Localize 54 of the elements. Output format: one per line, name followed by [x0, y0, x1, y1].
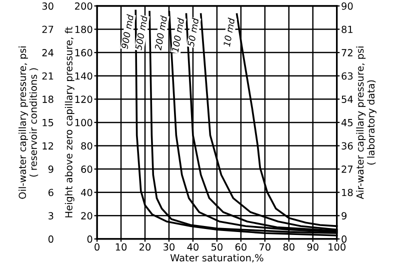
- y-tick-label: 40: [80, 188, 92, 196]
- x-axis-title: Water saturation,%: [170, 254, 264, 262]
- y2-tick-label: 30: [42, 2, 54, 10]
- y3-tick-label: 63: [342, 72, 353, 80]
- x-tick-label: 90: [307, 243, 318, 251]
- y-tick-label: 180: [75, 26, 92, 34]
- y2-axis-title: Oil-water capillary pressure, psi ( reservoir conditions ): [18, 46, 38, 199]
- x-tick-label: 10: [116, 243, 127, 251]
- x-tick-label: 20: [140, 243, 151, 251]
- y3-tick-label: 18: [342, 188, 353, 196]
- y-tick-label: 0: [87, 235, 92, 243]
- y-tick-label: 200: [75, 2, 92, 10]
- y2-tick-label: 24: [42, 49, 54, 56]
- y-tick-label: 20: [81, 212, 92, 220]
- y-tick-label: 140: [75, 72, 92, 80]
- y3-tick-label: 9: [342, 212, 347, 220]
- y3-tick-label: 90: [342, 2, 353, 10]
- y-tick-label: 60: [81, 166, 92, 173]
- x-tick-label: 50: [212, 243, 222, 251]
- y2-tick-label: 27: [42, 26, 54, 33]
- x-tick-label: 100: [328, 243, 346, 251]
- y3-tick-label: 45: [341, 119, 353, 126]
- text: 10 md: [223, 18, 235, 47]
- text: 900 md: [120, 14, 134, 50]
- y-tick-label: 100: [75, 118, 92, 126]
- x-tick-label: 30: [164, 243, 175, 251]
- y3-axis-title: Air-water capillary pressure, psi ( laboratory data): [356, 46, 376, 200]
- x-tick-label: 40: [187, 243, 198, 251]
- text: 100 md: [171, 18, 184, 52]
- y-tick-label: 80: [81, 142, 92, 150]
- text: 500 md: [134, 15, 148, 50]
- y2-tick-label: 18: [42, 96, 54, 103]
- y3-tick-label: 54: [342, 96, 353, 103]
- y3-tick-label: 27: [342, 166, 353, 173]
- x-tick-label: 0: [94, 243, 100, 251]
- y2-tick-label: 15: [42, 119, 54, 126]
- y3-tick-label: 72: [342, 49, 352, 56]
- y2-tick-label: 3: [48, 212, 54, 220]
- y2-tick-label: 21: [42, 72, 54, 80]
- y3-tick-label: 0: [342, 235, 347, 243]
- y2-tick-label: 12: [42, 142, 54, 150]
- x-tick-label: 80: [283, 243, 294, 251]
- y2-tick-label: 9: [48, 166, 54, 173]
- y-tick-label: 160: [75, 49, 92, 56]
- y-tick-label: 120: [75, 96, 92, 103]
- y-axis-title: Height above zero capillary pressure, ft: [64, 26, 74, 218]
- y3-tick-label: 36: [342, 142, 353, 150]
- y3-tick-label: 81: [342, 26, 352, 34]
- text: 200 md: [154, 15, 168, 51]
- x-tick-label: 60: [235, 243, 246, 251]
- y2-tick-label: 0: [48, 235, 54, 243]
- x-tick-label: 70: [260, 243, 270, 251]
- y2-tick-label: 6: [48, 188, 54, 196]
- text: 50 md: [187, 18, 199, 48]
